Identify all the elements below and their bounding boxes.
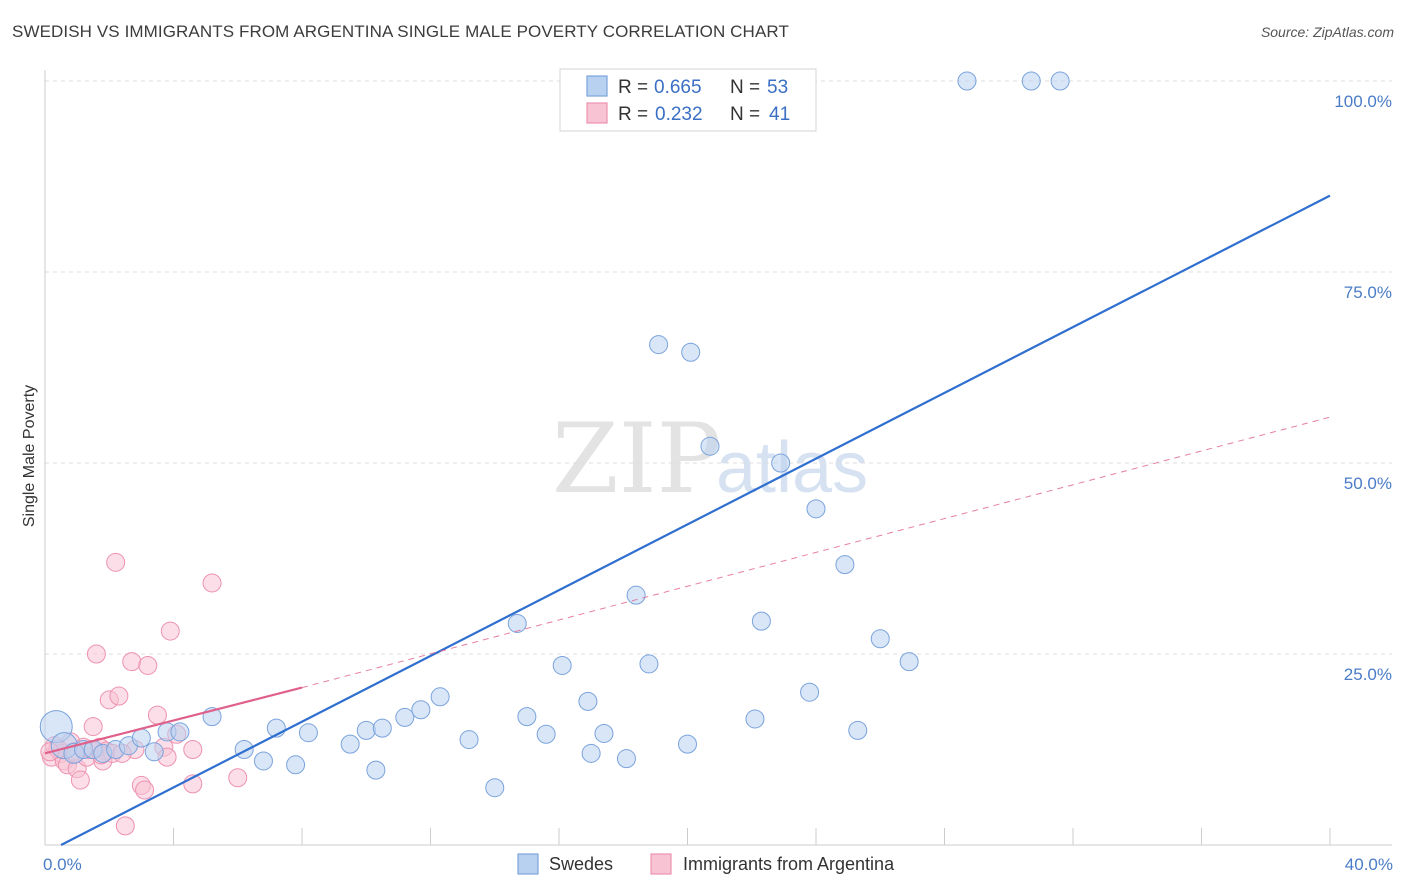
- swedes-point: [835, 555, 855, 575]
- y-axis-tick-labels: 25.0% 50.0% 75.0% 100.0%: [1334, 92, 1392, 684]
- swedes-point: [298, 723, 318, 743]
- swedes-point: [581, 743, 601, 763]
- swedes-point: [366, 760, 386, 780]
- grid-lines: [45, 80, 1392, 655]
- legend-r-value-swedes: 0.665: [654, 77, 702, 98]
- trendlines: [44, 194, 1331, 846]
- argentina-points: [40, 552, 248, 836]
- argentina-point: [122, 652, 142, 672]
- swedes-points: [39, 71, 1070, 798]
- swedes-point: [771, 453, 791, 473]
- legend-r-label-swedes: R =: [618, 77, 648, 98]
- swedes-point: [552, 655, 572, 675]
- swedes-point: [616, 749, 636, 769]
- swedes-point: [144, 742, 164, 762]
- x-axis-tick-labels: 0.0% 40.0%: [43, 855, 1393, 874]
- argentina-point: [202, 573, 222, 593]
- top-legend: R = 0.665 N = 53 R = 0.232 N = 41: [559, 68, 817, 132]
- swedes-point: [678, 734, 697, 754]
- swedes-point: [1050, 71, 1070, 91]
- argentina-point: [109, 686, 129, 706]
- swedes-point: [411, 700, 431, 720]
- swedes-point: [372, 718, 392, 738]
- swedes-point: [806, 499, 826, 519]
- swedes-point: [745, 709, 765, 729]
- argentina-point: [83, 717, 103, 737]
- x-tick-label: 0.0%: [43, 855, 82, 874]
- swedes-point: [957, 71, 977, 91]
- swedes-point: [1021, 71, 1041, 91]
- swedes-point: [899, 652, 919, 672]
- swedes-point: [459, 730, 479, 750]
- argentina-point: [115, 816, 135, 836]
- swedes-point: [751, 611, 771, 631]
- swedes-point: [700, 436, 720, 456]
- watermark-zip: ZIP: [552, 403, 721, 515]
- swedes-point: [286, 755, 306, 775]
- swedes-point: [430, 687, 450, 707]
- swedes-point: [649, 335, 669, 355]
- swedes-point: [594, 723, 614, 743]
- y-tick-label: 25.0%: [1344, 665, 1392, 684]
- argentina-point: [135, 780, 155, 800]
- legend-n-value-swedes: 53: [767, 77, 788, 98]
- swedes-point: [681, 342, 701, 362]
- swedes-point: [800, 682, 820, 702]
- legend-n-label-argentina: N =: [730, 104, 760, 125]
- swedes-point: [517, 707, 537, 727]
- swedes-point: [170, 722, 190, 742]
- legend-r-value-argentina: 0.232: [655, 104, 703, 125]
- argentina-trendline: [44, 686, 303, 755]
- bottom-legend-label-argentina: Immigrants from Argentina: [683, 854, 895, 874]
- y-tick-label: 100.0%: [1334, 92, 1392, 111]
- legend-r-label-argentina: R =: [618, 104, 648, 125]
- bottom-legend-swatch-swedes: [517, 853, 539, 875]
- x-tick-label: 40.0%: [1345, 855, 1393, 874]
- legend-n-value-argentina: 41: [769, 104, 790, 125]
- y-tick-label: 50.0%: [1344, 474, 1392, 493]
- legend-swatch-swedes: [586, 75, 608, 97]
- source-label: Source: ZipAtlas.com: [1260, 24, 1394, 40]
- swedes-point: [340, 734, 360, 754]
- argentina-trendline-extension: [301, 416, 1331, 689]
- x-axis-ticks: [44, 828, 1331, 845]
- bottom-legend-swatch-argentina: [650, 853, 672, 875]
- swedes-point: [536, 724, 556, 744]
- legend-swatch-argentina: [586, 102, 608, 124]
- argentina-point: [147, 705, 167, 725]
- legend-n-label-swedes: N =: [730, 77, 760, 98]
- watermark-atlas: atlas: [716, 428, 868, 508]
- swedes-point: [507, 613, 527, 633]
- chart-title: SWEDISH VS IMMIGRANTS FROM ARGENTINA SIN…: [12, 22, 789, 41]
- swedes-point: [639, 654, 659, 674]
- argentina-point: [160, 621, 180, 641]
- swedes-point: [578, 691, 598, 711]
- bottom-legend-label-swedes: Swedes: [549, 854, 613, 874]
- swedes-point: [356, 720, 376, 740]
- swedes-point: [395, 707, 415, 727]
- y-axis-label: Single Male Poverty: [21, 385, 38, 527]
- argentina-point: [106, 552, 126, 572]
- bottom-legend: Swedes Immigrants from Argentina: [517, 853, 895, 875]
- swedes-point: [131, 728, 151, 748]
- swedes-trendline: [60, 194, 1331, 846]
- argentina-point: [138, 655, 158, 675]
- swedes-point: [253, 751, 273, 771]
- swedes-point: [234, 740, 254, 759]
- swedes-point: [485, 778, 505, 798]
- swedes-point: [870, 629, 890, 649]
- argentina-point: [70, 770, 90, 790]
- y-tick-label: 75.0%: [1344, 283, 1392, 302]
- swedes-point: [848, 720, 868, 740]
- argentina-point: [183, 740, 203, 759]
- argentina-point: [228, 768, 248, 788]
- swedes-point: [626, 585, 646, 605]
- argentina-point: [86, 644, 106, 664]
